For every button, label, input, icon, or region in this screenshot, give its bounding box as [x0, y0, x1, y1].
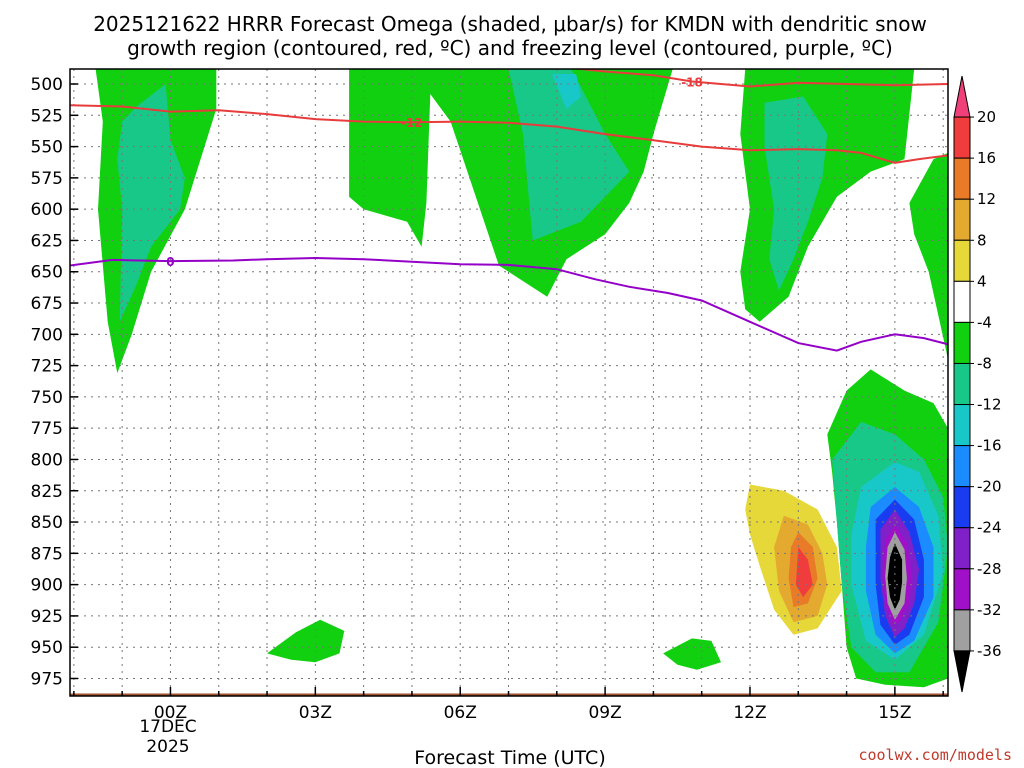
omega-region-4 — [508, 69, 630, 241]
omega-region-5 — [552, 74, 581, 109]
freezing-level-contour-label: 0 — [166, 255, 174, 269]
colorbar-label--8: -8 — [977, 354, 992, 372]
y-tick-label-925: 925 — [31, 607, 63, 627]
y-tick-label-525: 525 — [31, 106, 63, 126]
y-tick-label-750: 750 — [31, 388, 63, 408]
y-tick-label-550: 550 — [31, 138, 63, 158]
chart-title-line2: growth region (contoured, red, ºC) and f… — [127, 36, 893, 60]
omega-region-26 — [887, 543, 903, 610]
x-date-label-day: 17DEC — [139, 717, 196, 737]
omega-shading-layer — [95, 69, 948, 688]
y-tick-label-850: 850 — [31, 513, 63, 533]
colorbar-box-6 — [953, 321, 971, 364]
omega-region-16 — [267, 619, 345, 663]
omega-region-8 — [909, 152, 948, 360]
colorbar-label-4: 4 — [977, 272, 987, 290]
colorbar-label-20: 20 — [977, 108, 996, 126]
colorbar-box-8 — [953, 404, 971, 447]
colorbar-box-9 — [953, 445, 971, 488]
x-tick-label-06Z: 06Z — [444, 703, 477, 723]
colorbar-box-11 — [953, 527, 971, 570]
y-tick-label-650: 650 — [31, 263, 63, 283]
y-tick-label-800: 800 — [31, 450, 63, 470]
colorbar-label--20: -20 — [977, 478, 1002, 496]
omega-region-15 — [795, 547, 813, 598]
x-tick-label-00Z: 00Z — [154, 703, 187, 723]
colorbar-label--12: -12 — [977, 396, 1002, 414]
dendritic-contour-0-line — [70, 104, 948, 164]
x-axis-title: Forecast Time (UTC) — [414, 747, 605, 768]
dendritic-contour-0-label: -12 — [401, 116, 423, 130]
omega-region-1 — [117, 84, 185, 322]
colorbar-box-2 — [953, 157, 971, 200]
colorbar-box-13 — [953, 609, 971, 652]
x-tick-label-15Z: 15Z — [878, 703, 911, 723]
y-tick-label-500: 500 — [31, 75, 63, 95]
colorbar: 20 16 12 8 4 -4 -8 -12 -16 -20 -24 -28 -32 -36 — [953, 75, 1002, 693]
colorbar-box-7 — [953, 362, 971, 406]
freezing-level-contour-line — [70, 256, 948, 352]
colorbar-label--28: -28 — [977, 560, 1002, 578]
colorbar-label--32: -32 — [977, 601, 1002, 619]
colorbar-label-8: 8 — [977, 231, 987, 249]
colorbar-label--4: -4 — [977, 313, 992, 331]
omega-region-7 — [764, 96, 828, 291]
y-tick-label-725: 725 — [31, 357, 63, 377]
x-tick-label-09Z: 09Z — [588, 703, 621, 723]
chart-title-line1: 2025121622 HRRR Forecast Omega (shaded, … — [93, 12, 927, 36]
y-tick-label-625: 625 — [31, 231, 63, 251]
omega-region-17 — [663, 638, 721, 670]
colorbar-box-12 — [953, 568, 971, 611]
dendritic-contour-1-line — [571, 69, 948, 88]
colorbar-box-10 — [953, 486, 971, 529]
y-tick-label-775: 775 — [31, 419, 63, 439]
colorbar-label--16: -16 — [977, 437, 1002, 455]
x-date-label-year: 2025 — [146, 737, 189, 757]
y-axis: 500 525 550 575 600 625 650 675 700 725 750 775 800 8… — [31, 75, 78, 689]
omega-region-2 — [349, 69, 432, 247]
colorbar-label-12: 12 — [977, 190, 996, 208]
plot-area: 0 -12 -18 — [70, 69, 948, 696]
colorbar-label--36: -36 — [977, 642, 1002, 660]
y-tick-label-575: 575 — [31, 169, 63, 189]
y-tick-label-950: 950 — [31, 638, 63, 658]
y-tick-label-975: 975 — [31, 669, 63, 689]
dendritic-contour-1-label: -18 — [681, 76, 703, 90]
x-axis: 17DEC 2025 00Z 03Z 06Z 09Z 12Z 15Z — [73, 687, 944, 757]
omega-region-10 — [513, 390, 630, 604]
y-tick-label-675: 675 — [31, 294, 63, 314]
colorbar-box-4 — [953, 239, 971, 282]
omega-region-9 — [296, 328, 335, 422]
y-tick-label-700: 700 — [31, 325, 63, 345]
y-tick-label-900: 900 — [31, 576, 63, 596]
credit-label: coolwx.com/models — [858, 746, 1012, 764]
colorbar-label-16: 16 — [977, 149, 996, 167]
colorbar-box-3 — [953, 198, 971, 241]
colorbar-label--24: -24 — [977, 519, 1002, 537]
colorbar-box-1 — [953, 116, 971, 159]
y-tick-label-875: 875 — [31, 544, 63, 564]
colorbar-top-arrow — [953, 75, 971, 118]
y-tick-label-600: 600 — [31, 200, 63, 220]
y-tick-label-825: 825 — [31, 482, 63, 502]
temperature-contour-layer: 0 -12 -18 — [70, 69, 948, 352]
x-tick-label-12Z: 12Z — [733, 703, 766, 723]
x-tick-label-03Z: 03Z — [299, 703, 332, 723]
colorbar-bottom-arrow — [953, 650, 971, 693]
colorbar-box-5 — [953, 280, 971, 323]
